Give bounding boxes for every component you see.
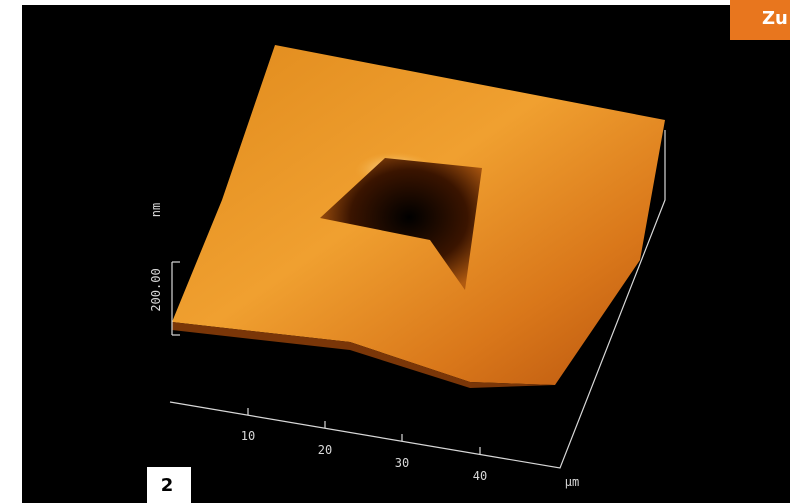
afm-image: 200.00 nm 10 20 30 40 µm Zu 2 <box>0 0 790 503</box>
figure-label: 2 <box>161 475 174 496</box>
x-tick-label: 10 <box>241 429 255 443</box>
tab-text: Zu <box>762 8 788 29</box>
z-value: 200.00 <box>149 268 163 311</box>
x-unit: µm <box>565 475 579 489</box>
x-tick-label: 30 <box>395 456 409 470</box>
x-tick-label: 20 <box>318 443 332 457</box>
x-tick-label: 40 <box>473 469 487 483</box>
z-unit: nm <box>149 203 163 217</box>
